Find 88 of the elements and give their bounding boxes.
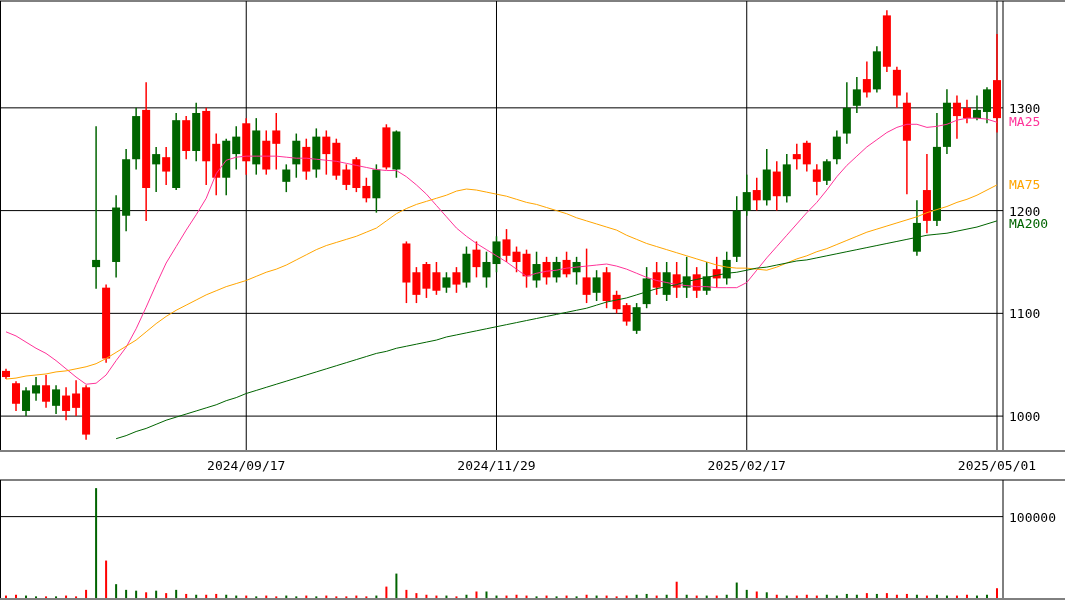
- candlestick: [522, 248, 531, 289]
- candlestick: [832, 129, 841, 166]
- candlestick: [62, 386, 71, 421]
- candlestick: [442, 271, 451, 294]
- candlestick: [862, 60, 871, 99]
- candlestick: [502, 228, 511, 263]
- candlestick: [72, 379, 81, 417]
- candlestick: [92, 125, 101, 290]
- bar: [115, 584, 118, 598]
- candlestick: [492, 235, 501, 273]
- candlestick: [362, 176, 371, 204]
- candlestick: [792, 143, 801, 171]
- bar: [745, 589, 748, 598]
- bar: [185, 593, 188, 598]
- candlestick: [482, 250, 491, 289]
- candlestick: [452, 266, 461, 294]
- series-label: MA25: [1009, 114, 1041, 130]
- bar: [765, 592, 768, 598]
- candlestick: [582, 247, 591, 304]
- bar: [755, 591, 758, 598]
- candlestick: [232, 125, 241, 171]
- bar: [875, 593, 878, 598]
- candlestick: [962, 98, 971, 125]
- candlestick: [12, 380, 21, 412]
- candlestick: [472, 240, 481, 279]
- candlestick: [822, 158, 831, 186]
- candlestick: [512, 245, 521, 273]
- candlestick: [972, 94, 981, 121]
- bar: [135, 590, 138, 598]
- x-tick-label: 2025/05/01: [957, 458, 1037, 473]
- candlestick: [552, 256, 561, 284]
- bar: [395, 573, 398, 598]
- y-tick-label: 1000: [1009, 409, 1041, 425]
- candlestick: [742, 173, 751, 217]
- candlestick: [632, 302, 641, 335]
- candlestick: [152, 146, 161, 193]
- candlestick: [342, 163, 351, 191]
- candlestick: [592, 269, 601, 302]
- candlestick: [412, 266, 421, 304]
- candlestick: [162, 146, 171, 186]
- candlestick: [22, 386, 31, 417]
- x-tick-label: 2024/11/29: [457, 458, 536, 473]
- candlestick: [812, 163, 821, 196]
- x-tick-label: 2025/02/17: [707, 458, 786, 473]
- candlestick: [652, 261, 661, 296]
- bar: [105, 560, 108, 598]
- bar: [485, 591, 488, 598]
- candlestick: [32, 376, 41, 402]
- y-tick-label: 1300: [1009, 100, 1041, 116]
- bar: [95, 488, 98, 598]
- bar: [145, 592, 148, 598]
- candlestick: [802, 139, 811, 173]
- candlestick: [42, 374, 51, 409]
- line-series: [5, 184, 998, 380]
- line-series: [115, 220, 998, 440]
- bar: [415, 593, 418, 598]
- candlestick: [622, 302, 631, 327]
- candlestick: [952, 94, 961, 140]
- bar: [385, 586, 388, 598]
- bar: [995, 588, 998, 598]
- bar: [885, 593, 888, 598]
- bar: [85, 589, 88, 598]
- x-tick-label: 2024/09/17: [207, 458, 286, 473]
- candlestick: [852, 76, 861, 114]
- candlestick: [292, 132, 301, 179]
- candlestick: [982, 86, 991, 125]
- bar: [905, 593, 908, 598]
- bar: [215, 593, 218, 598]
- bar: [845, 593, 848, 598]
- candlestick: [282, 163, 291, 193]
- candlestick: [272, 112, 281, 171]
- candlestick: [752, 176, 761, 212]
- bar: [675, 581, 678, 598]
- bar: [165, 593, 168, 598]
- candlestick: [322, 129, 331, 176]
- bar: [645, 593, 648, 598]
- bar: [155, 590, 158, 598]
- bar: [735, 582, 738, 598]
- series-label: MA75: [1009, 176, 1041, 192]
- bar: [865, 593, 868, 598]
- candlestick: [52, 384, 61, 415]
- bar: [405, 589, 408, 598]
- candlestick: [432, 261, 441, 296]
- bar: [125, 589, 128, 598]
- y-tick-label: 100000: [1009, 509, 1056, 525]
- y-tick-label: 1100: [1009, 306, 1041, 322]
- bar: [475, 591, 478, 598]
- bar: [175, 589, 178, 598]
